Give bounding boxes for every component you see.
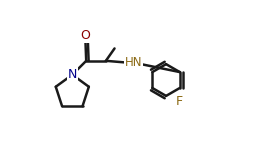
Text: F: F [175, 95, 182, 108]
Text: N: N [67, 68, 77, 81]
Text: HN: HN [124, 56, 142, 69]
Text: O: O [80, 29, 90, 42]
